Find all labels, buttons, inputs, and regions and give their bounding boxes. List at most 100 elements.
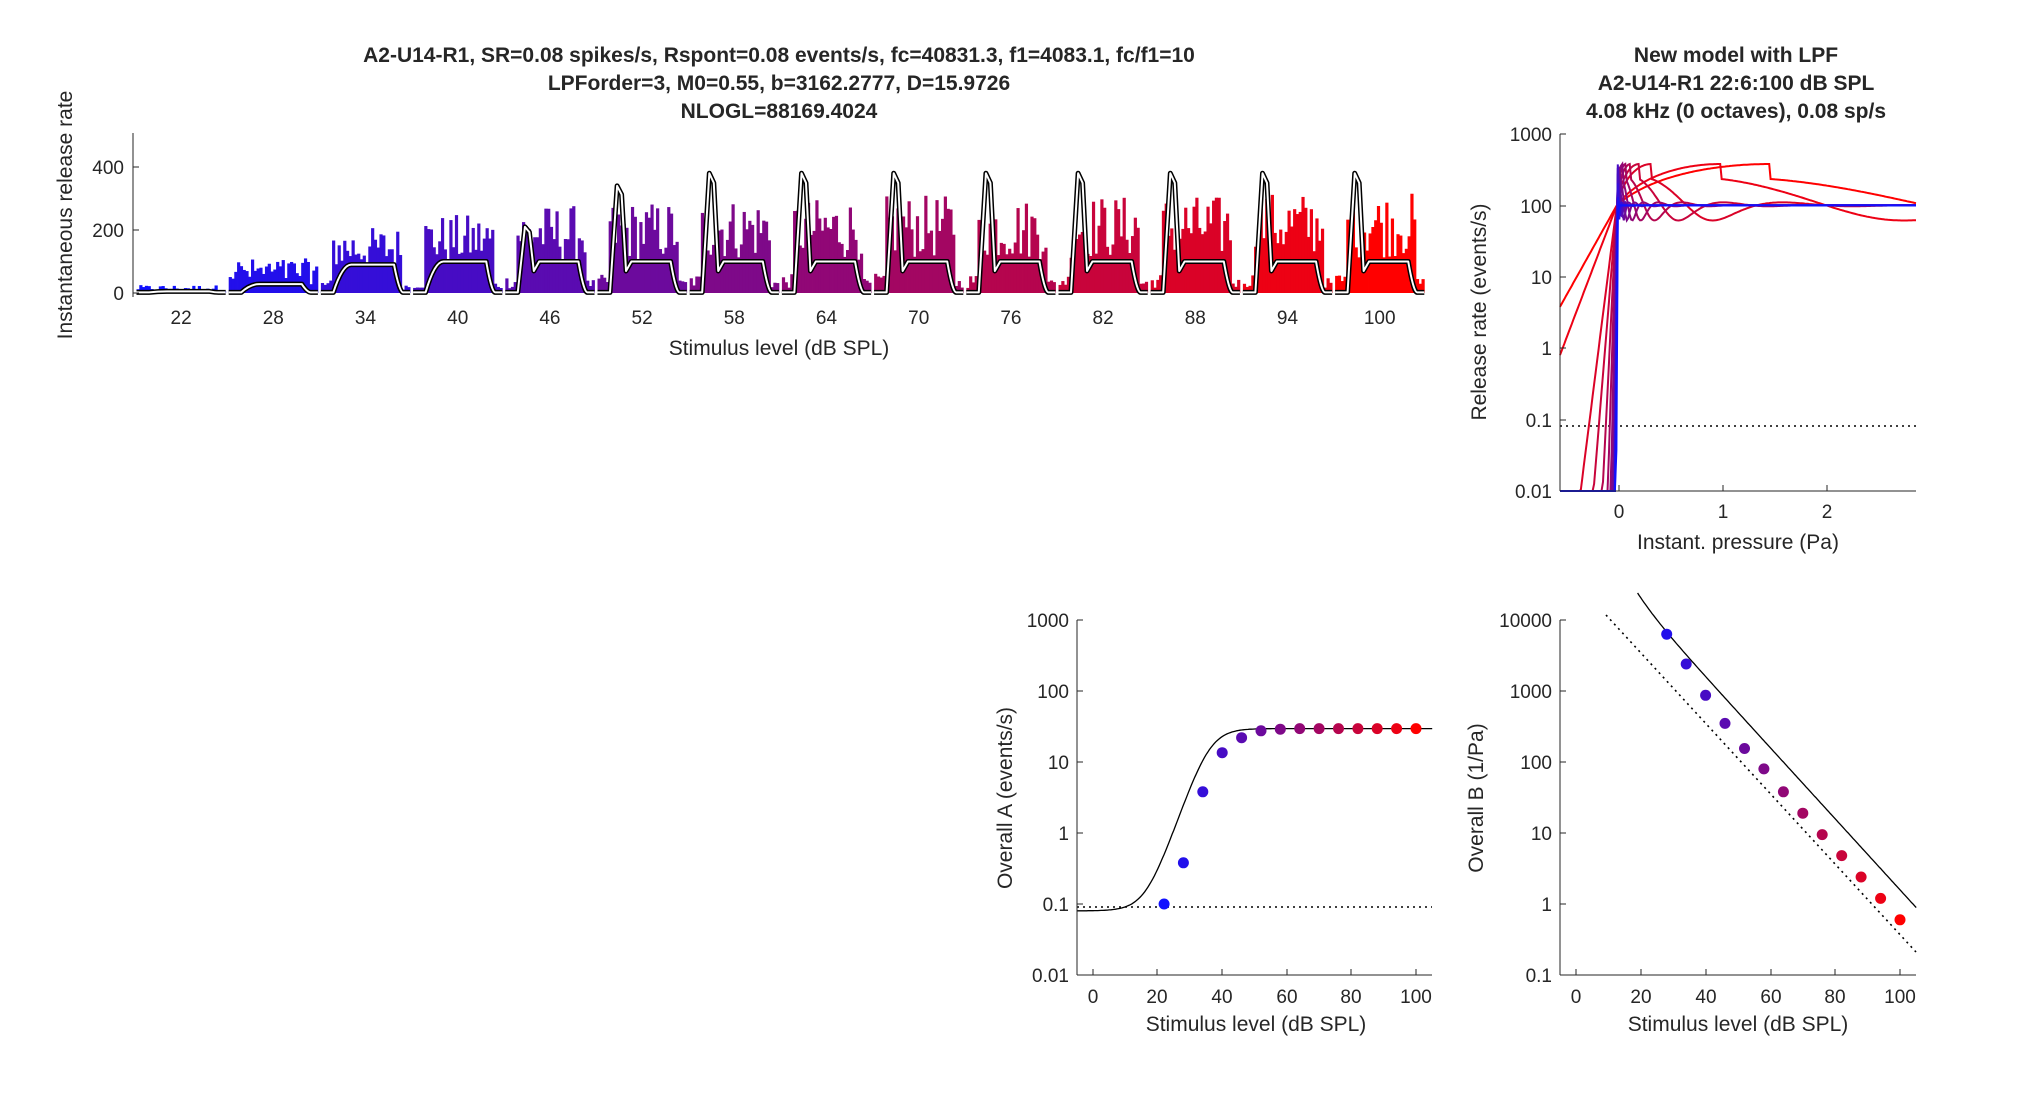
psth-bar: [1237, 279, 1241, 293]
psth-bar: [1335, 275, 1339, 293]
psth-bar: [1114, 200, 1118, 293]
psth-bar: [709, 254, 713, 293]
psth-bar: [1410, 193, 1414, 293]
psth-bar: [1293, 209, 1297, 293]
nonlin-ytick-label-1000: 1000: [1510, 125, 1552, 146]
a-xtick-label-0: 0: [1088, 987, 1099, 1008]
psth-bar: [1365, 250, 1369, 293]
a-points: [1158, 723, 1422, 910]
psth-bar: [237, 262, 241, 293]
psth-model-lines: [136, 170, 1425, 295]
psth-bar: [541, 244, 545, 293]
psth-model-line: [1335, 172, 1425, 294]
psth-bar: [815, 200, 819, 293]
psth-bar: [876, 276, 881, 293]
psth-bar: [1421, 279, 1425, 293]
psth-bar: [1393, 256, 1397, 293]
a-ytick-label-1: 1: [1058, 824, 1069, 845]
nonlin-ytick-label-100: 100: [1520, 197, 1552, 218]
psth-bar: [1376, 206, 1381, 293]
psth-bar: [848, 207, 852, 293]
a-point: [1371, 723, 1383, 735]
psth-bar: [566, 239, 570, 293]
psth-bar: [586, 280, 590, 293]
a-point: [1313, 723, 1325, 735]
psth-bar: [1167, 235, 1171, 293]
psth-bar: [678, 280, 682, 293]
a-ytick-label-1000: 1000: [1027, 611, 1069, 632]
psth-bar: [583, 252, 587, 293]
psth-bar: [1223, 221, 1227, 293]
level-label: 40: [447, 308, 468, 329]
psth-bar: [1326, 278, 1330, 293]
psth-bar: [516, 235, 520, 293]
psth-bar: [1312, 251, 1316, 293]
nonlin-ytick-label-0.1: 0.1: [1526, 411, 1552, 432]
psth-bar: [1044, 247, 1048, 293]
psth-bar: [846, 250, 850, 293]
psth-bar: [619, 225, 623, 293]
psth-bar: [1276, 243, 1280, 293]
psth-bar: [1052, 282, 1056, 293]
psth-model-line: [597, 184, 687, 294]
psth-bar: [1304, 207, 1308, 293]
psth-bar: [1225, 213, 1230, 293]
level-label: 34: [355, 308, 377, 329]
level-label: 82: [1093, 308, 1114, 329]
b-point: [1758, 763, 1770, 775]
b-point: [1680, 658, 1692, 670]
psth-bar: [1119, 236, 1124, 293]
psth-bar: [326, 283, 330, 293]
level-label: 46: [539, 308, 560, 329]
nonlinearity-panel: New model with LPF A2-U14-R1 22:6:100 dB…: [1468, 44, 1917, 554]
psth-bar: [591, 280, 595, 293]
psth-model-line: [320, 263, 411, 294]
nonlin-xtick-label-1: 1: [1718, 502, 1729, 523]
psth-bar: [323, 284, 327, 293]
psth-bar: [315, 266, 319, 293]
psth-bar: [667, 207, 671, 293]
psth-model-line: [1242, 172, 1333, 294]
psth-bar: [664, 247, 668, 293]
psth-bar: [1340, 281, 1344, 293]
psth-bar: [524, 226, 528, 293]
main-xlabel: Stimulus level (dB SPL): [669, 337, 890, 360]
psth-bar: [290, 261, 294, 293]
psth-bar: [1033, 218, 1037, 293]
psth-bar: [547, 208, 551, 293]
b-xtick-label-60: 60: [1760, 987, 1781, 1008]
psth-bar: [946, 208, 950, 293]
psth-bar: [698, 276, 702, 293]
psth-model-line: [874, 172, 964, 294]
psth-bar: [915, 216, 920, 293]
psth-model-line: [781, 172, 872, 294]
psth-bar: [345, 250, 350, 293]
psth-bar: [312, 270, 316, 293]
psth-bar: [239, 266, 244, 293]
psth-bar: [396, 231, 400, 293]
psth-bar: [1005, 254, 1009, 293]
psth-bar: [1008, 248, 1012, 293]
psth-bar: [804, 218, 808, 293]
b-point: [1875, 892, 1887, 904]
psth-bar: [1402, 253, 1406, 293]
psth-bar: [1133, 217, 1137, 293]
psth-bar: [544, 208, 548, 293]
b-xlabel: Stimulus level (dB SPL): [1628, 1013, 1849, 1036]
psth-bar: [449, 220, 453, 293]
b-xtick-label-0: 0: [1571, 987, 1582, 1008]
psth-bar: [488, 238, 492, 293]
b-ytick-label-1: 1: [1541, 895, 1552, 916]
psth-bar: [460, 252, 464, 293]
psth-bar: [874, 273, 878, 293]
psth-bar: [890, 216, 895, 293]
psth-bar: [1315, 218, 1319, 293]
level-label: 88: [1185, 308, 1206, 329]
psth-bar: [969, 276, 973, 293]
a-xtick-label-60: 60: [1276, 987, 1297, 1008]
b-point: [1777, 786, 1789, 798]
psth-bar: [1094, 253, 1098, 293]
psth-bar: [1206, 206, 1210, 293]
psth-bar: [1111, 244, 1115, 293]
psth-bar: [798, 245, 802, 293]
